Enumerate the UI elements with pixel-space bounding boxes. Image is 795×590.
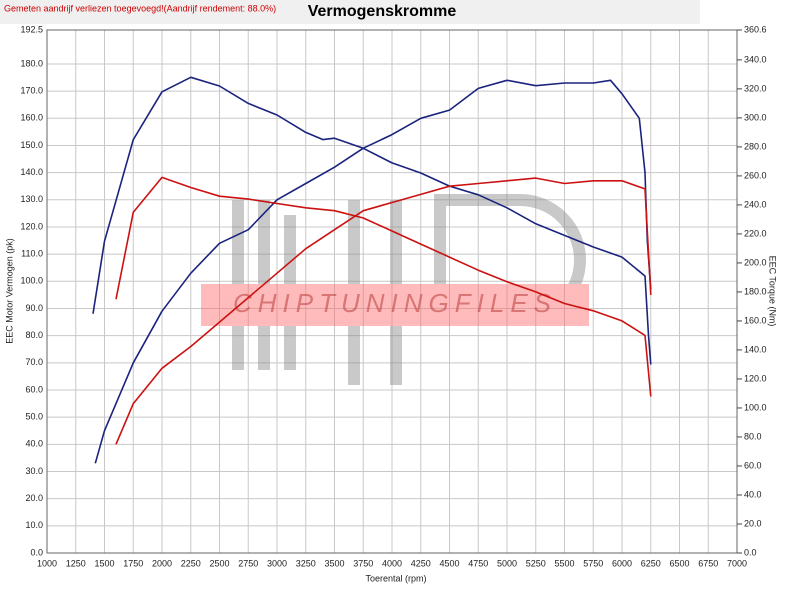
- y-tick-label: 180.0: [20, 58, 43, 68]
- y2-tick-label: 40.0: [744, 489, 762, 499]
- y-tick-label: 20.0: [25, 493, 43, 503]
- series-line: [92, 76, 652, 365]
- logo-shape: [390, 200, 402, 385]
- y2-tick-label: 80.0: [744, 431, 762, 441]
- series-line: [94, 79, 652, 464]
- y-tick-label: 70.0: [25, 357, 43, 367]
- x-tick-label: 2250: [181, 558, 201, 568]
- header-bar: [0, 0, 700, 24]
- logo-shape: [434, 194, 586, 326]
- y-tick-label: 140.0: [20, 167, 43, 177]
- x-tick-label: 1750: [123, 558, 143, 568]
- logo-band: [201, 284, 589, 326]
- logo-shape: [348, 200, 360, 385]
- y-tick-label: 160.0: [20, 113, 43, 123]
- y2-tick-label: 340.0: [744, 54, 767, 64]
- x-tick-label: 6500: [669, 558, 689, 568]
- y-tick-label: 170.0: [20, 86, 43, 96]
- y2-tick-label: 100.0: [744, 402, 767, 412]
- y2-tick-label: 60.0: [744, 460, 762, 470]
- x-tick-label: 3000: [267, 558, 287, 568]
- y2-tick-label: 300.0: [744, 112, 767, 122]
- x-tick-label: 7000: [727, 558, 747, 568]
- y-axis-label: EEC Motor Vermogen (pk): [4, 238, 14, 344]
- y2-tick-label: 240.0: [744, 199, 767, 209]
- watermark-text: CHIPTUNINGFILES: [233, 288, 557, 318]
- y2-tick-label: 220.0: [744, 228, 767, 238]
- x-tick-label: 4000: [382, 558, 402, 568]
- y-tick-label: 90.0: [25, 303, 43, 313]
- x-tick-label: 5750: [583, 558, 603, 568]
- x-tick-label: 2750: [238, 558, 258, 568]
- y-tick-label: 30.0: [25, 466, 43, 476]
- y2-tick-label: 20.0: [744, 518, 762, 528]
- x-tick-label: 6000: [612, 558, 632, 568]
- y-tick-label: 150.0: [20, 140, 43, 150]
- y-tick-label: 10.0: [25, 520, 43, 530]
- y-tick-label: 100.0: [20, 276, 43, 286]
- y2-tick-label: 180.0: [744, 286, 767, 296]
- logo-shape: [232, 200, 244, 370]
- y2-tick-label: 0.0: [744, 547, 757, 557]
- y2-tick-label: 320.0: [744, 83, 767, 93]
- y-tick-label: 60.0: [25, 384, 43, 394]
- x-tick-label: 3750: [353, 558, 373, 568]
- y2-tick-label: 360.6: [744, 24, 767, 34]
- y-tick-label: 80.0: [25, 330, 43, 340]
- series-line: [115, 176, 652, 397]
- x-tick-label: 4750: [468, 558, 488, 568]
- x-tick-label: 3250: [296, 558, 316, 568]
- x-tick-label: 6750: [698, 558, 718, 568]
- x-tick-label: 5500: [554, 558, 574, 568]
- x-tick-label: 1250: [66, 558, 86, 568]
- watermark: [201, 194, 589, 385]
- x-tick-label: 2500: [209, 558, 229, 568]
- y-tick-label: 50.0: [25, 412, 43, 422]
- x-tick-label: 5250: [526, 558, 546, 568]
- y-tick-label: 0.0: [30, 547, 43, 557]
- series-line: [115, 177, 652, 445]
- x-tick-label: 2000: [152, 558, 172, 568]
- y2-tick-label: 200.0: [744, 257, 767, 267]
- y2-axis-label: EEC Torque (Nm): [768, 256, 778, 327]
- y-tick-label: 192.5: [20, 24, 43, 34]
- y-tick-label: 110.0: [21, 249, 43, 259]
- y2-tick-label: 160.0: [744, 315, 767, 325]
- x-tick-label: 3500: [324, 558, 344, 568]
- x-axis-label: Toerental (rpm): [365, 573, 426, 583]
- y-tick-label: 40.0: [25, 439, 43, 449]
- y-tick-label: 130.0: [20, 194, 43, 204]
- logo-shape: [284, 215, 296, 370]
- y2-tick-label: 120.0: [744, 373, 767, 383]
- x-tick-label: 4500: [439, 558, 459, 568]
- x-tick-label: 1000: [37, 558, 57, 568]
- chart-title: Vermogenskromme: [308, 3, 457, 20]
- y2-tick-label: 260.0: [744, 170, 767, 180]
- x-tick-label: 5000: [497, 558, 517, 568]
- y-tick-label: 120.0: [20, 221, 43, 231]
- x-tick-label: 4250: [411, 558, 431, 568]
- x-tick-label: 1500: [94, 558, 114, 568]
- y2-tick-label: 280.0: [744, 141, 767, 151]
- x-tick-label: 6250: [641, 558, 661, 568]
- y2-tick-label: 140.0: [744, 344, 767, 354]
- notice: Gemeten aandrijf verliezen toegevoegd!(A…: [4, 3, 276, 13]
